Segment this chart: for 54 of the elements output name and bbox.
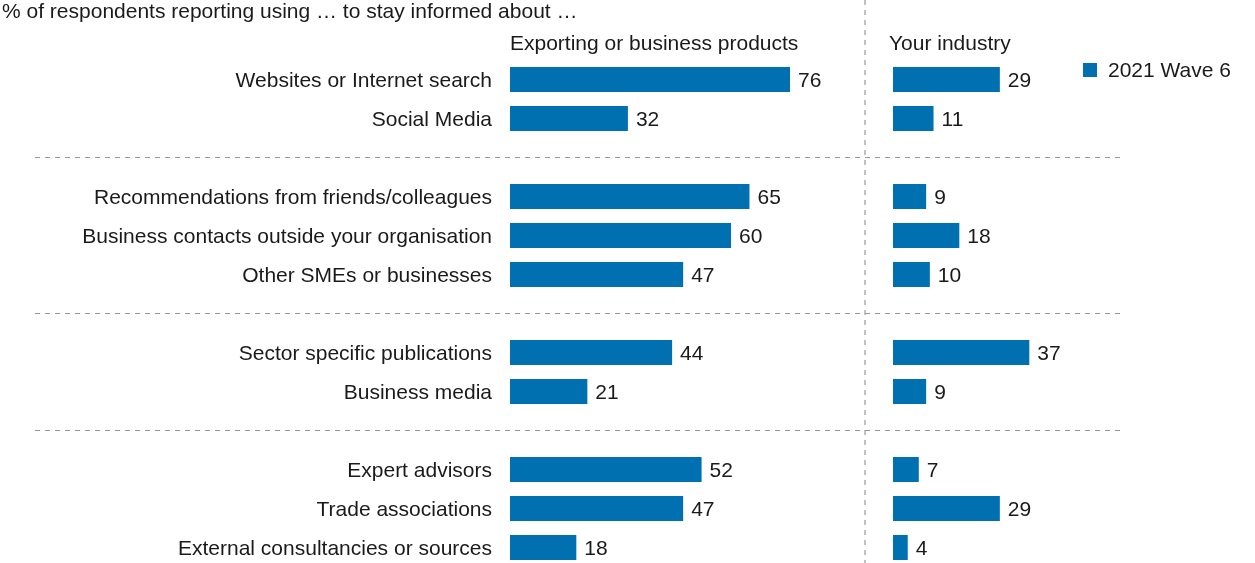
bar <box>510 340 673 365</box>
y-tick-label: Websites or Internet search <box>235 67 492 91</box>
chart-subtitle: Your industry <box>889 31 1012 54</box>
data-label: 11 <box>941 106 964 130</box>
chart-subtitle: Exporting or business products <box>510 31 799 54</box>
data-label: 29 <box>1007 67 1032 91</box>
bar <box>893 340 1030 365</box>
y-tick-label: Business contacts outside your organisation <box>82 223 492 247</box>
y-tick-label: Sector specific publications <box>238 340 492 364</box>
bar <box>893 457 919 482</box>
bar <box>510 67 790 92</box>
legend-label: 2021 Wave 6 <box>1108 58 1231 82</box>
bar <box>893 262 930 287</box>
bar <box>893 106 934 131</box>
y-tick-label: Business media <box>343 379 493 403</box>
bar <box>893 184 927 209</box>
bar <box>510 379 588 404</box>
bar <box>893 496 1000 521</box>
bar <box>893 67 1000 92</box>
bar <box>510 106 628 131</box>
data-label: 4 <box>915 535 928 559</box>
y-tick-label: Other SMEs or businesses <box>242 262 492 286</box>
data-label: 18 <box>967 223 991 247</box>
bar <box>893 379 927 404</box>
data-label: 7 <box>926 457 939 481</box>
y-tick-label: Social Media <box>371 106 493 130</box>
y-tick-label: Expert advisors <box>347 457 492 481</box>
data-label: 60 <box>739 223 763 247</box>
data-label: 47 <box>691 262 715 286</box>
data-label: 9 <box>934 184 946 208</box>
bar <box>510 223 732 248</box>
bar <box>510 184 750 209</box>
y-tick-label: Trade associations <box>316 496 492 520</box>
data-label: 32 <box>635 106 660 130</box>
data-label: 21 <box>595 379 619 403</box>
data-label: 65 <box>757 184 781 208</box>
data-label: 76 <box>798 67 822 91</box>
text: % of respondents reporting using … to stay informed about … <box>2 0 578 22</box>
data-label: 9 <box>934 379 946 403</box>
y-tick-label: Recommendations from friends/colleagues <box>93 184 492 208</box>
data-label: 37 <box>1037 340 1061 364</box>
data-label: 10 <box>937 262 962 286</box>
bar <box>510 262 684 287</box>
data-label: 52 <box>709 457 733 481</box>
data-label: 29 <box>1007 496 1032 520</box>
bar <box>510 457 702 482</box>
data-label: 47 <box>691 496 715 520</box>
bar <box>510 496 684 521</box>
y-tick-label: External consultancies or sources <box>178 535 492 559</box>
data-label: 44 <box>680 340 704 364</box>
data-label: 18 <box>584 535 608 559</box>
bar <box>510 535 577 560</box>
bar <box>893 535 908 560</box>
bar <box>893 223 960 248</box>
